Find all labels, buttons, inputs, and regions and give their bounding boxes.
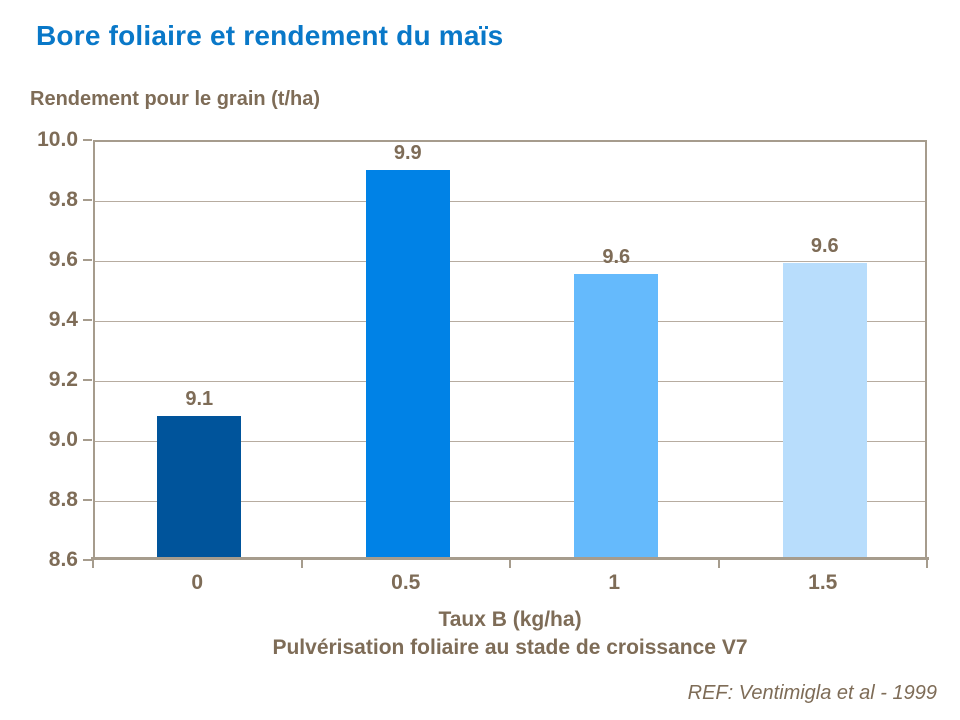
x-tick-mark [717, 560, 720, 568]
bar-taux-1.5 [782, 263, 867, 559]
bar-value-label: 9.6 [810, 235, 839, 257]
y-tick-mark [83, 259, 92, 261]
x-tick-label: 0 [191, 571, 204, 594]
y-tick-label: 8.6 [48, 548, 78, 571]
bar-value-label: 9.6 [602, 245, 631, 268]
y-axis-title: Rendement pour le grain (t/ha) [30, 88, 321, 110]
y-tick-mark [83, 139, 92, 141]
chart-title: Bore foliaire et rendement du maïs [36, 20, 504, 51]
gridline [95, 381, 925, 382]
bar-taux-0 [157, 416, 242, 559]
x-tick-label: 1.5 [808, 571, 838, 594]
bar-taux-0.5 [365, 170, 450, 559]
y-tick-mark [83, 199, 92, 201]
x-tick-mark [92, 560, 94, 568]
y-tick-label: 9.0 [48, 428, 78, 451]
x-axis-title: Taux B (kg/ha) [438, 608, 582, 631]
x-tick-mark [509, 560, 511, 568]
y-tick-label: 8.8 [48, 488, 78, 511]
gridline [95, 261, 925, 262]
x-tick-label: 1 [608, 571, 621, 594]
y-tick-label: 9.4 [48, 308, 78, 331]
x-axis-line [91, 557, 929, 560]
x-tick-mark [300, 560, 303, 568]
gridline [95, 501, 925, 502]
y-tick-label: 9.2 [48, 368, 78, 391]
gridline [95, 441, 925, 442]
x-tick-label: 0.5 [391, 571, 421, 594]
x-axis-subtitle: Pulvérisation foliaire au stade de crois… [272, 636, 748, 659]
y-tick-mark [83, 319, 92, 321]
gridline [95, 201, 925, 202]
y-tick-label: 9.6 [48, 248, 78, 271]
bar-value-label: 9.1 [185, 388, 214, 410]
reference-text: REF: Ventimigla et al - 1999 [687, 682, 937, 704]
gridline [95, 321, 925, 322]
y-tick-label: 9.8 [48, 188, 78, 211]
x-tick-mark [926, 560, 928, 568]
y-tick-mark [83, 559, 92, 561]
plot-area: 9.1 9.9 9.6 9.6 [93, 140, 927, 560]
bar-taux-1 [574, 273, 659, 559]
bar-value-label: 9.9 [393, 142, 422, 164]
y-tick-mark [83, 499, 92, 501]
y-tick-label: 10.0 [37, 128, 78, 151]
y-tick-mark [83, 379, 92, 381]
y-tick-mark [83, 439, 92, 441]
